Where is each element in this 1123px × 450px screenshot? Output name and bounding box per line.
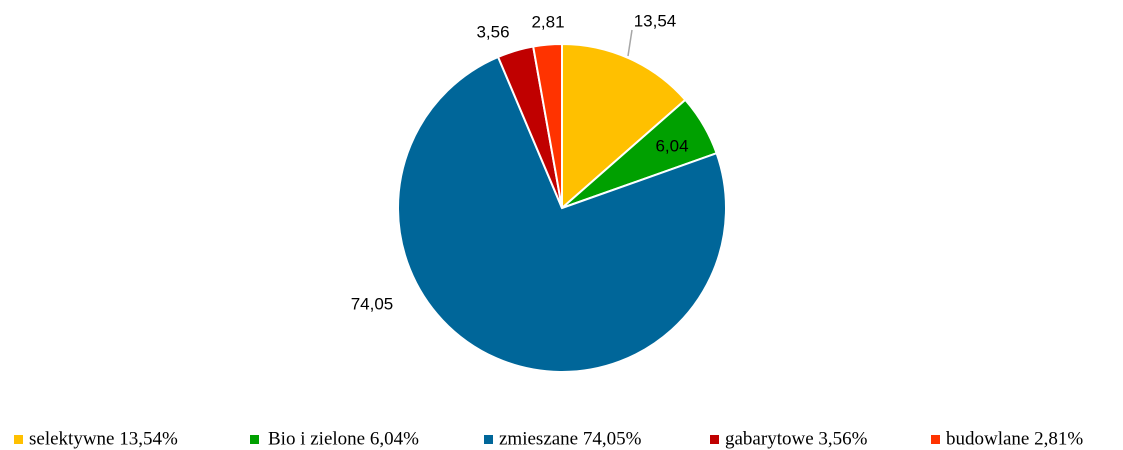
data-label: 2,81 (531, 12, 564, 31)
legend-swatch (250, 435, 259, 444)
data-label: 6,04 (655, 136, 688, 155)
data-label: 13,54 (634, 11, 677, 30)
legend-swatch (931, 435, 940, 444)
data-label: 3,56 (476, 22, 509, 41)
legend-swatch (484, 435, 493, 444)
pie-slice (397, 55, 727, 373)
pie-slice (561, 42, 687, 211)
legend-label: zmieszane 74,05% (499, 428, 642, 449)
legend-label: Bio i zielone 6,04% (268, 428, 419, 449)
legend-label: budowlane 2,81% (946, 428, 1083, 449)
legend-label: selektywne 13,54% (29, 428, 178, 449)
pie-slice (532, 42, 563, 209)
legend-swatch (710, 435, 719, 444)
legend-label: gabarytowe 3,56% (725, 428, 868, 449)
data-label: 74,05 (351, 294, 394, 313)
leader-line (627, 29, 633, 57)
legend-swatch (14, 435, 23, 444)
